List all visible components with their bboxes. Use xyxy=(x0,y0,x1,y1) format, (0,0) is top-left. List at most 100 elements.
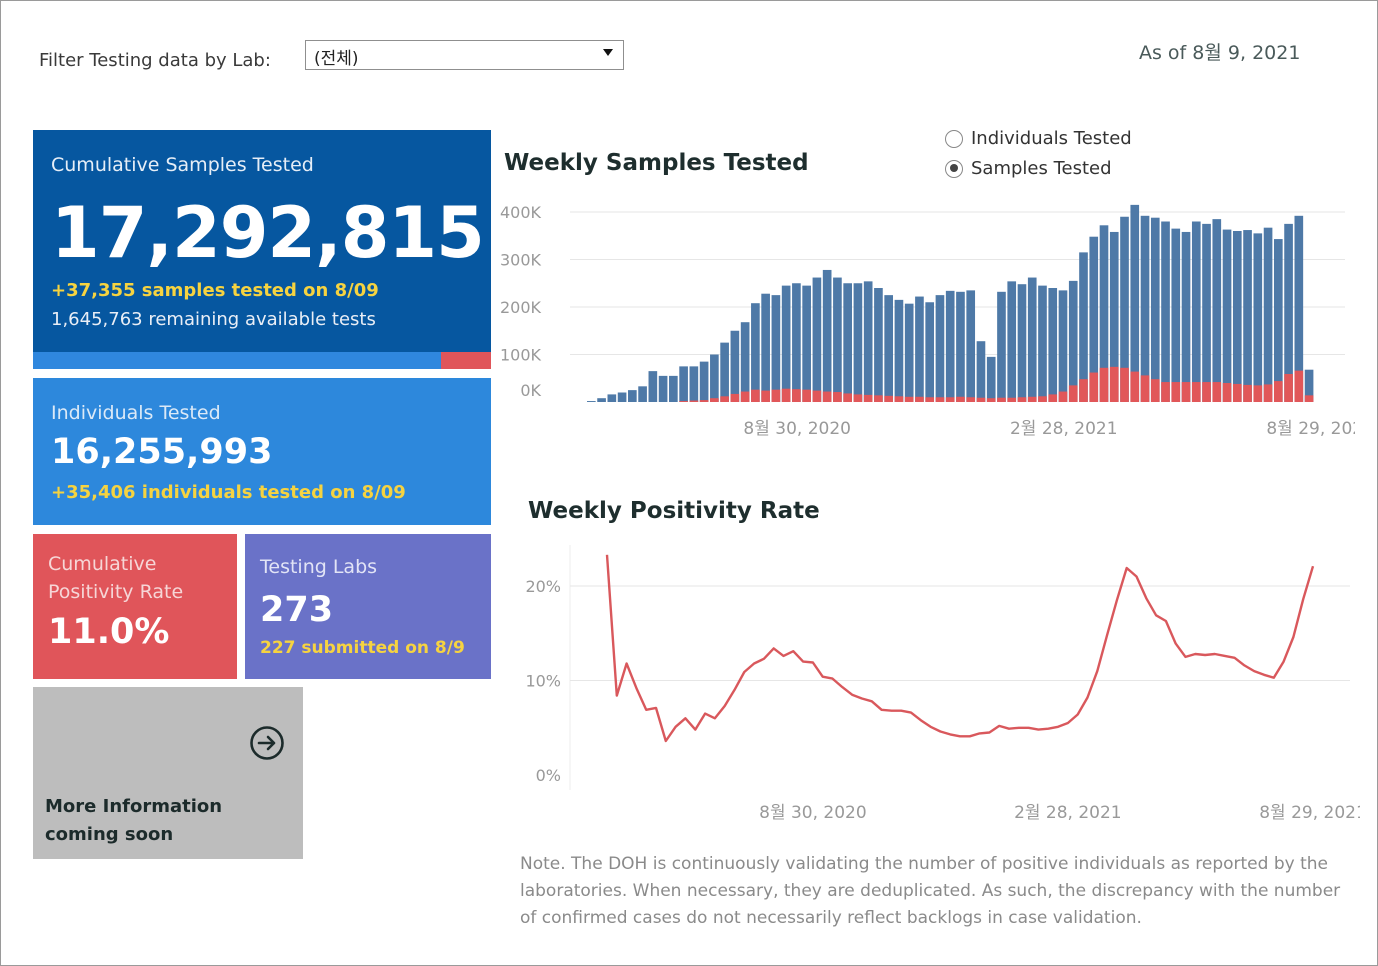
bar-positive[interactable] xyxy=(874,395,883,402)
bar-positive[interactable] xyxy=(1191,382,1201,402)
bar-samples[interactable] xyxy=(1304,369,1314,402)
bar-samples[interactable] xyxy=(587,401,596,402)
bar-positive[interactable] xyxy=(740,391,750,402)
bar-positive[interactable] xyxy=(1181,382,1191,402)
bar-samples[interactable] xyxy=(1089,236,1099,402)
bar-positive[interactable] xyxy=(833,392,842,402)
bar-positive[interactable] xyxy=(1273,381,1283,402)
bar-samples[interactable] xyxy=(1027,277,1037,402)
bar-positive[interactable] xyxy=(1079,379,1088,402)
more-information-card[interactable]: More Information coming soon xyxy=(33,687,303,859)
bar-samples[interactable] xyxy=(1263,227,1273,402)
bar-samples[interactable] xyxy=(1140,215,1150,402)
bar-samples[interactable] xyxy=(822,269,832,402)
bar-samples[interactable] xyxy=(1284,223,1293,402)
weekly-positivity-chart[interactable]: 20% 10% 0% 8월 30, 2020 2월 28, 2021 8월 29, 202… xyxy=(515,540,1360,830)
bar-positive[interactable] xyxy=(730,393,740,402)
bar-positive[interactable] xyxy=(956,396,965,402)
bar-samples[interactable] xyxy=(617,392,627,403)
bar-positive[interactable] xyxy=(1058,391,1068,402)
bar-samples[interactable] xyxy=(1150,217,1160,402)
bar-samples[interactable] xyxy=(904,303,914,402)
bar-samples[interactable] xyxy=(1222,229,1232,402)
bar-positive[interactable] xyxy=(822,391,832,402)
bar-positive[interactable] xyxy=(1027,396,1037,402)
bar-positive[interactable] xyxy=(792,389,801,402)
bar-positive[interactable] xyxy=(802,389,811,402)
bar-positive[interactable] xyxy=(1222,383,1232,402)
bar-positive[interactable] xyxy=(1263,384,1273,402)
bar-samples[interactable] xyxy=(1181,231,1191,402)
bar-positive[interactable] xyxy=(1099,367,1109,402)
bar-samples[interactable] xyxy=(781,285,791,402)
bar-samples[interactable] xyxy=(1212,219,1222,402)
bar-samples[interactable] xyxy=(761,293,770,402)
bar-positive[interactable] xyxy=(1150,379,1160,402)
bar-positive[interactable] xyxy=(1120,367,1129,402)
bar-samples[interactable] xyxy=(1294,215,1304,402)
bar-samples[interactable] xyxy=(1161,221,1170,403)
bar-positive[interactable] xyxy=(1048,394,1058,402)
bar-samples[interactable] xyxy=(884,295,894,402)
bar-samples[interactable] xyxy=(1007,281,1017,402)
bar-samples[interactable] xyxy=(1079,252,1088,402)
bar-positive[interactable] xyxy=(1161,382,1170,402)
bar-positive[interactable] xyxy=(884,395,894,402)
bar-samples[interactable] xyxy=(1191,221,1201,403)
bar-positive[interactable] xyxy=(679,401,688,402)
bar-positive[interactable] xyxy=(904,396,914,402)
bar-positive[interactable] xyxy=(1007,397,1017,402)
lab-filter-select[interactable]: (전체) xyxy=(305,40,624,70)
bar-samples[interactable] xyxy=(679,366,688,402)
bar-positive[interactable] xyxy=(1253,385,1263,402)
bar-positive[interactable] xyxy=(1140,375,1150,402)
bar-samples[interactable] xyxy=(966,290,976,402)
bar-samples[interactable] xyxy=(853,283,863,402)
bar-samples[interactable] xyxy=(1202,223,1211,402)
bar-positive[interactable] xyxy=(1068,385,1078,402)
toggle-individuals-tested[interactable]: Individuals Tested xyxy=(945,128,1132,149)
toggle-samples-tested[interactable]: Samples Tested xyxy=(945,158,1112,179)
bar-samples[interactable] xyxy=(1120,216,1129,402)
bar-positive[interactable] xyxy=(710,398,719,402)
bar-samples[interactable] xyxy=(997,291,1006,402)
bar-positive[interactable] xyxy=(1284,373,1293,402)
bar-samples[interactable] xyxy=(1058,290,1068,402)
bar-positive[interactable] xyxy=(1294,370,1304,402)
bar-positive[interactable] xyxy=(935,397,945,402)
bar-positive[interactable] xyxy=(945,397,955,402)
bar-samples[interactable] xyxy=(720,342,729,402)
bar-samples[interactable] xyxy=(833,277,842,402)
bar-samples[interactable] xyxy=(710,354,719,403)
bar-positive[interactable] xyxy=(771,389,781,402)
bar-positive[interactable] xyxy=(761,390,770,402)
bar-samples[interactable] xyxy=(1109,231,1119,402)
bar-samples[interactable] xyxy=(894,299,904,402)
bar-positive[interactable] xyxy=(1130,371,1140,402)
bar-samples[interactable] xyxy=(1273,239,1283,402)
bar-samples[interactable] xyxy=(689,366,699,402)
bar-samples[interactable] xyxy=(863,281,873,402)
bar-samples[interactable] xyxy=(1232,231,1242,402)
bar-samples[interactable] xyxy=(658,375,668,402)
bar-samples[interactable] xyxy=(771,295,781,402)
bar-samples[interactable] xyxy=(792,283,801,402)
bar-samples[interactable] xyxy=(945,290,955,402)
bar-samples[interactable] xyxy=(740,322,750,402)
weekly-samples-chart[interactable]: 400K 300K 200K 100K 0K 8월 30, 2020 2월 28, 2021… xyxy=(495,195,1355,445)
bar-samples[interactable] xyxy=(874,288,883,402)
bar-positive[interactable] xyxy=(1171,382,1181,402)
bar-samples[interactable] xyxy=(802,285,811,402)
bar-samples[interactable] xyxy=(1130,204,1140,402)
bar-samples[interactable] xyxy=(935,295,945,402)
radio-individuals-icon[interactable] xyxy=(945,129,963,148)
bar-samples[interactable] xyxy=(986,356,996,402)
bar-samples[interactable] xyxy=(915,296,924,402)
bar-samples[interactable] xyxy=(812,277,822,402)
bar-samples[interactable] xyxy=(1243,230,1252,402)
bar-positive[interactable] xyxy=(1202,382,1211,402)
radio-samples-icon[interactable] xyxy=(945,159,963,178)
arrow-right-circle-icon[interactable] xyxy=(249,725,285,761)
bar-positive[interactable] xyxy=(997,397,1006,402)
bar-samples[interactable] xyxy=(751,303,760,402)
